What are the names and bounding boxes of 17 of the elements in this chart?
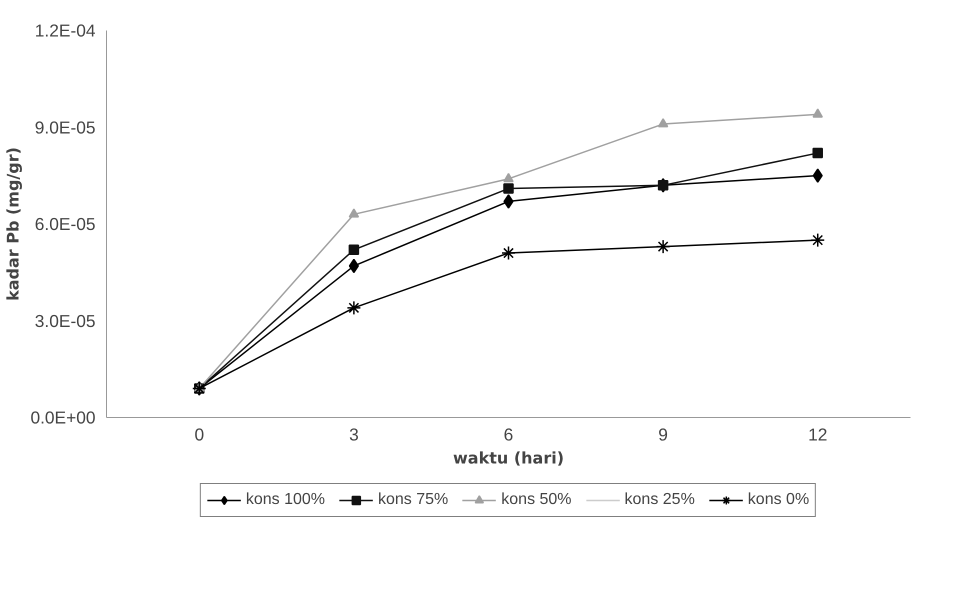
legend-label: kons 25% (624, 491, 695, 509)
legend-label: kons 0% (748, 491, 810, 509)
x-tick-label: 9 (658, 424, 668, 444)
y-tick-label: 3.0E-05 (34, 310, 96, 331)
y-tick-label: 6.0E-05 (34, 214, 96, 234)
y-tick-label: 9.0E-05 (34, 117, 96, 138)
legend-label: kons 75% (378, 491, 448, 509)
x-axis-title: waktu (hari) (452, 448, 564, 468)
legend-label: kons 100% (246, 491, 325, 509)
x-tick-label: 3 (349, 424, 359, 444)
x-tick-label: 6 (504, 424, 514, 444)
x-tick-label: 0 (194, 424, 204, 444)
y-tick-label: 1.2E-04 (34, 20, 96, 40)
x-tick-label: 12 (808, 424, 828, 444)
y-tick-label: 0.0E+00 (30, 408, 96, 428)
y-axis-title: kadar Pb (mg/gr) (3, 147, 22, 301)
legend-label: kons 50% (501, 491, 572, 509)
